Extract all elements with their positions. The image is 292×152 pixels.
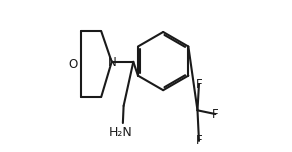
Text: N: N [108,56,117,69]
Text: H₂N: H₂N [109,126,133,139]
Text: F: F [196,134,202,147]
Text: O: O [69,58,78,71]
Text: F: F [196,78,202,91]
Text: F: F [212,108,219,121]
